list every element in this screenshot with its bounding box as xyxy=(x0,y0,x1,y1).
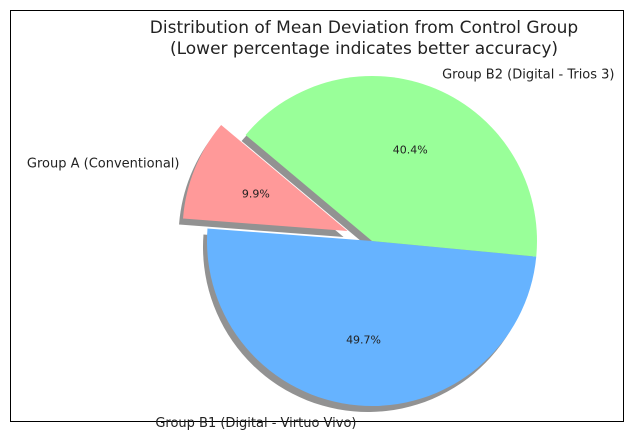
chart-subtitle: (Lower percentage indicates better accur… xyxy=(170,39,558,59)
slice-label-group-a-conventional: Group A (Conventional) xyxy=(27,157,180,172)
chart-title: Distribution of Mean Deviation from Cont… xyxy=(150,18,578,38)
slice-percentage-group-b2-digital-trios-3: 40.4% xyxy=(393,144,428,157)
slice-label-group-b1-digital-virtuo-vivo: Group B1 (Digital - Virtuo Vivo) xyxy=(155,416,356,431)
slice-percentage-group-b1-digital-virtuo-vivo: 49.7% xyxy=(346,334,381,347)
slices xyxy=(183,76,537,406)
pie-slice-group-b2-digital-trios-3 xyxy=(245,76,537,257)
pie-slice-group-a-conventional xyxy=(183,124,348,232)
slice-labels: Group A (Conventional) Group B1 (Digital … xyxy=(27,68,615,431)
slice-label-group-b2-digital-trios-3: Group B2 (Digital - Trios 3) xyxy=(442,68,614,83)
slice-percentage-group-a-conventional: 9.9% xyxy=(242,188,270,201)
pie-slice-group-b1-digital-virtuo-vivo xyxy=(207,228,537,406)
percentage-labels: 9.9% 49.7% 40.4% xyxy=(242,144,428,347)
